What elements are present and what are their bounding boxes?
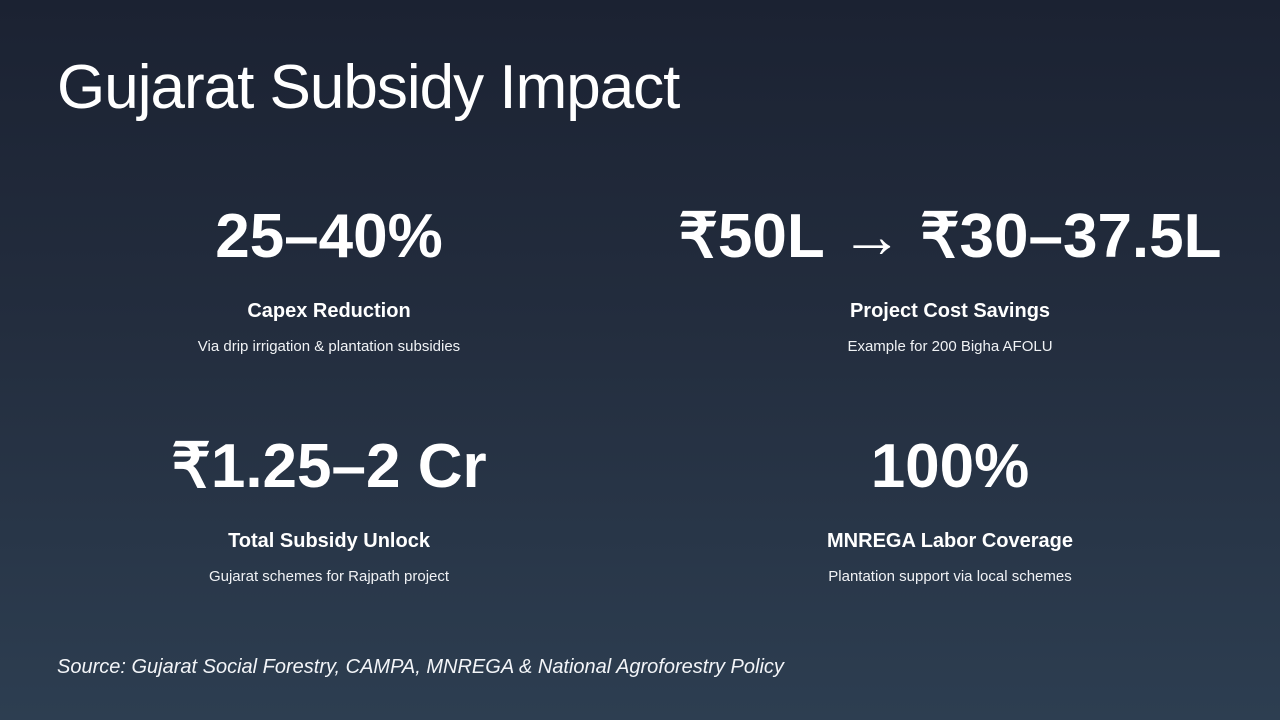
stat-label: Total Subsidy Unlock	[228, 530, 430, 552]
stat-description: Plantation support via local schemes	[828, 568, 1072, 585]
source-note: Source: Gujarat Social Forestry, CAMPA, …	[57, 656, 784, 678]
stat-value: 100%	[870, 432, 1030, 501]
stat-value: 25–40%	[215, 202, 443, 271]
stat-total-subsidy-unlock: ₹1.25–2 Cr Total Subsidy Unlock Gujarat …	[19, 431, 639, 586]
stat-capex-reduction: 25–40% Capex Reduction Via drip irrigati…	[19, 201, 639, 356]
stat-mnrega-labor-coverage: 100% MNREGA Labor Coverage Plantation su…	[640, 431, 1260, 586]
slide-title: Gujarat Subsidy Impact	[57, 53, 680, 122]
stat-label: Capex Reduction	[247, 300, 411, 322]
stat-description: Via drip irrigation & plantation subsidi…	[197, 338, 461, 355]
stat-value: ₹1.25–2 Cr	[171, 432, 487, 501]
stat-description: Gujarat schemes for Rajpath project	[208, 568, 450, 585]
stat-description: Example for 200 Bigha AFOLU	[847, 338, 1053, 355]
stat-label: Project Cost Savings	[849, 300, 1051, 322]
stat-value: ₹50L → ₹30–37.5L	[678, 202, 1222, 271]
stat-project-cost-savings: ₹50L → ₹30–37.5L Project Cost Savings Ex…	[640, 201, 1260, 356]
stat-label: MNREGA Labor Coverage	[827, 530, 1073, 552]
